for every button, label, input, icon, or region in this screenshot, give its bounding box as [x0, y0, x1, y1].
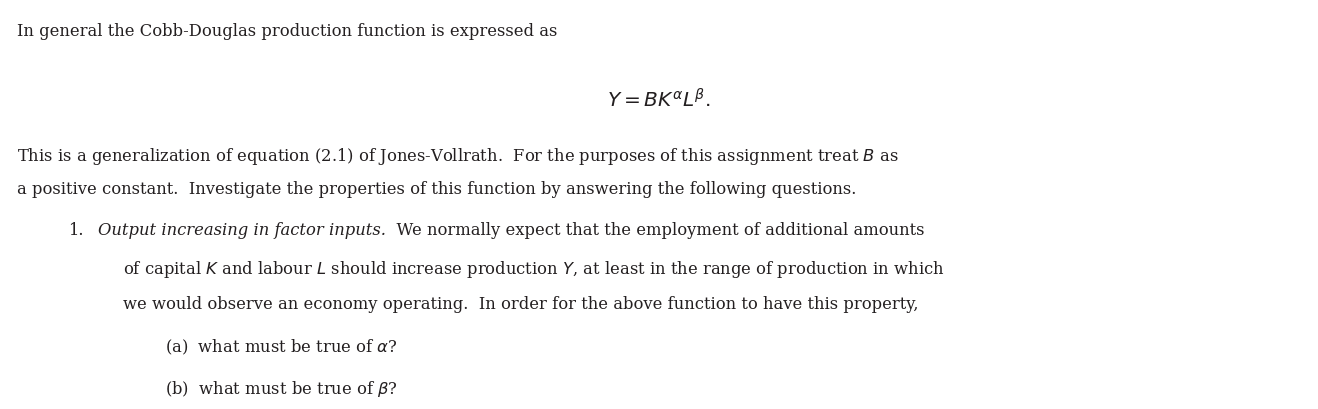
Text: (a)  what must be true of $\alpha$?: (a) what must be true of $\alpha$? — [165, 337, 397, 357]
Text: In general the Cobb-Douglas production function is expressed as: In general the Cobb-Douglas production f… — [17, 22, 558, 39]
Text: Output increasing in factor inputs.: Output increasing in factor inputs. — [98, 222, 386, 238]
Text: we would observe an economy operating.  In order for the above function to have : we would observe an economy operating. I… — [123, 295, 919, 312]
Text: a positive constant.  Investigate the properties of this function by answering t: a positive constant. Investigate the pro… — [17, 181, 857, 198]
Text: This is a generalization of equation (2.1) of Jones-Vollrath.  For the purposes : This is a generalization of equation (2.… — [17, 145, 899, 166]
Text: (b)  what must be true of $\beta$?: (b) what must be true of $\beta$? — [165, 378, 398, 398]
Text: $Y = BK^{\alpha}L^{\beta}.$: $Y = BK^{\alpha}L^{\beta}.$ — [608, 88, 710, 111]
Text: 1.: 1. — [69, 222, 84, 238]
Text: of capital $K$ and labour $L$ should increase production $Y$, at least in the ra: of capital $K$ and labour $L$ should inc… — [123, 258, 944, 279]
Text: We normally expect that the employment of additional amounts: We normally expect that the employment o… — [386, 222, 924, 238]
